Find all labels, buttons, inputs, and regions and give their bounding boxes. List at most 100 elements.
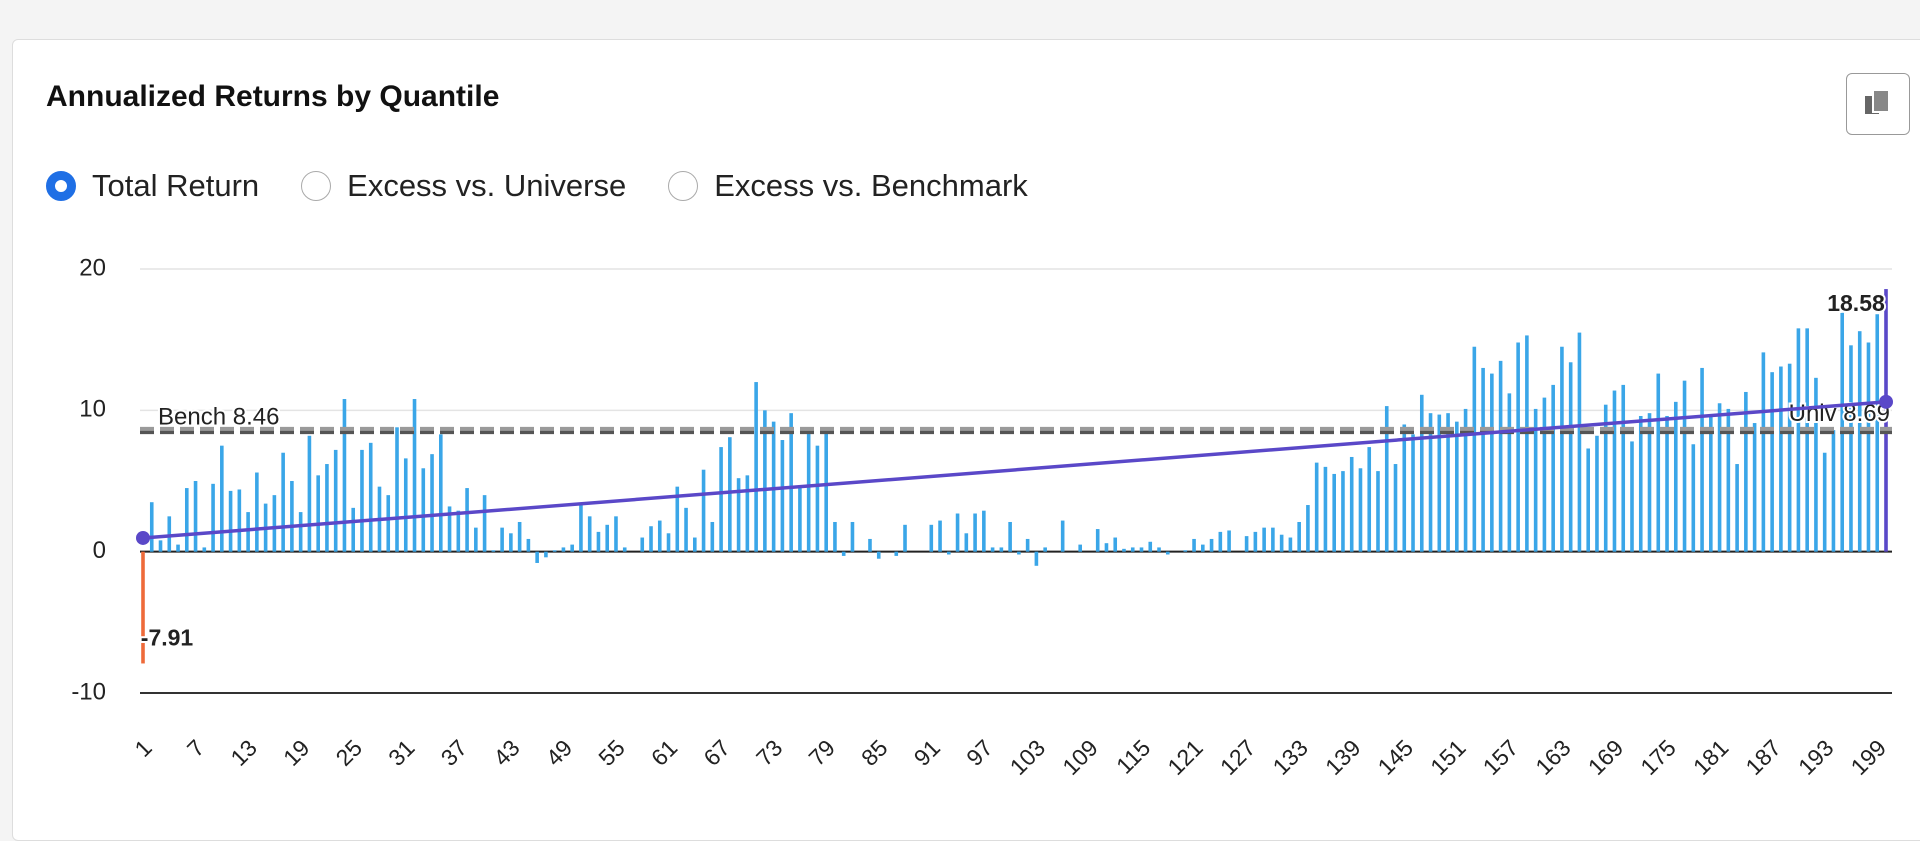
bar [1017, 551, 1021, 555]
bar [228, 490, 233, 552]
bar [403, 458, 408, 552]
bar [412, 399, 417, 552]
bar [1306, 505, 1310, 552]
bar [675, 486, 680, 552]
bar [255, 472, 259, 552]
copy-button[interactable] [1846, 73, 1910, 135]
bar [149, 502, 154, 552]
bar [1472, 346, 1477, 552]
bar [850, 521, 855, 552]
bar [1884, 289, 1888, 552]
bar [1139, 547, 1144, 552]
bar [719, 447, 723, 552]
bar [1787, 363, 1792, 552]
x-tick-label: 91 [909, 734, 945, 770]
bar [649, 526, 653, 552]
chart: -10 0 10 20 1 7 13 19 25 31 37 43 49 55 61 67 73 79 85 91 97… [71, 254, 1893, 780]
bar [587, 516, 592, 552]
bar [1253, 531, 1258, 552]
bar [1805, 328, 1809, 552]
bar [622, 547, 627, 552]
bar [1060, 520, 1065, 552]
bar [447, 506, 452, 552]
bar [1393, 464, 1398, 552]
bar [736, 478, 741, 552]
x-tick-label: 85 [856, 734, 892, 770]
bar [1673, 401, 1678, 552]
reference-label: Bench 8.46 [158, 403, 279, 430]
radio-option[interactable]: Excess vs. Benchmark [668, 168, 1028, 204]
bar [1621, 384, 1626, 552]
bar [903, 524, 907, 552]
bar [1043, 547, 1047, 552]
y-tick-label: 20 [79, 254, 106, 281]
bar [841, 551, 846, 556]
bar [237, 489, 242, 552]
bar [763, 410, 767, 552]
x-tick-label: 73 [751, 734, 787, 770]
bar [938, 520, 942, 552]
bar [1595, 435, 1599, 552]
x-tick-label: 187 [1740, 734, 1786, 780]
bar [693, 537, 697, 552]
radio-label: Excess vs. Benchmark [714, 168, 1028, 203]
x-tick-label: 193 [1793, 734, 1839, 780]
bar [184, 488, 189, 552]
radio-option[interactable]: Excess vs. Universe [301, 168, 626, 204]
radio-dot[interactable] [301, 171, 332, 201]
bar [1218, 531, 1223, 552]
radio-label: Total Return [92, 168, 260, 203]
bar [728, 437, 732, 552]
bar [1516, 342, 1520, 552]
bar [1551, 384, 1555, 552]
x-tick-label: 121 [1162, 734, 1208, 780]
bar [395, 427, 399, 552]
x-tick-label: 199 [1846, 734, 1892, 780]
radio-dot[interactable] [668, 171, 699, 201]
bar [1376, 471, 1380, 552]
bar [780, 440, 785, 552]
bar [1700, 367, 1704, 552]
data-label: 18.58 [1827, 290, 1885, 316]
bar [1849, 345, 1853, 552]
bar [1419, 394, 1424, 552]
x-tick-label: 139 [1320, 734, 1366, 780]
bar [754, 382, 758, 552]
y-tick-label: 10 [79, 396, 106, 423]
bar [1796, 328, 1801, 552]
bar [474, 527, 478, 552]
bar [1323, 466, 1328, 552]
x-tick-label: 31 [383, 734, 419, 770]
radio-label: Excess vs. Universe [347, 168, 627, 203]
bar [1709, 415, 1713, 552]
bar [1603, 404, 1608, 552]
bar [220, 445, 224, 552]
x-tick-label: 103 [1005, 734, 1051, 780]
bar [701, 469, 706, 552]
bar [456, 510, 461, 552]
card [12, 39, 1920, 841]
bar [1157, 547, 1161, 552]
bar [211, 483, 215, 552]
radio-option[interactable]: Total Return [46, 168, 259, 204]
x-tick-label: 145 [1373, 734, 1419, 780]
bar [1008, 521, 1012, 552]
bar [535, 551, 539, 563]
bar [1209, 538, 1214, 552]
bar [1533, 408, 1538, 552]
copy-icon [1865, 89, 1890, 114]
bar [1411, 434, 1415, 552]
bar [982, 510, 986, 552]
bar [1726, 408, 1731, 552]
bar [1542, 397, 1547, 552]
bar [307, 435, 312, 552]
bar [605, 524, 610, 552]
bar [789, 413, 793, 552]
bar [1034, 551, 1039, 566]
bar [1481, 367, 1485, 552]
bar [596, 531, 601, 552]
bar [1717, 403, 1722, 552]
radio-dot[interactable] [46, 171, 76, 201]
bar [1288, 537, 1293, 552]
bar [1866, 342, 1871, 552]
